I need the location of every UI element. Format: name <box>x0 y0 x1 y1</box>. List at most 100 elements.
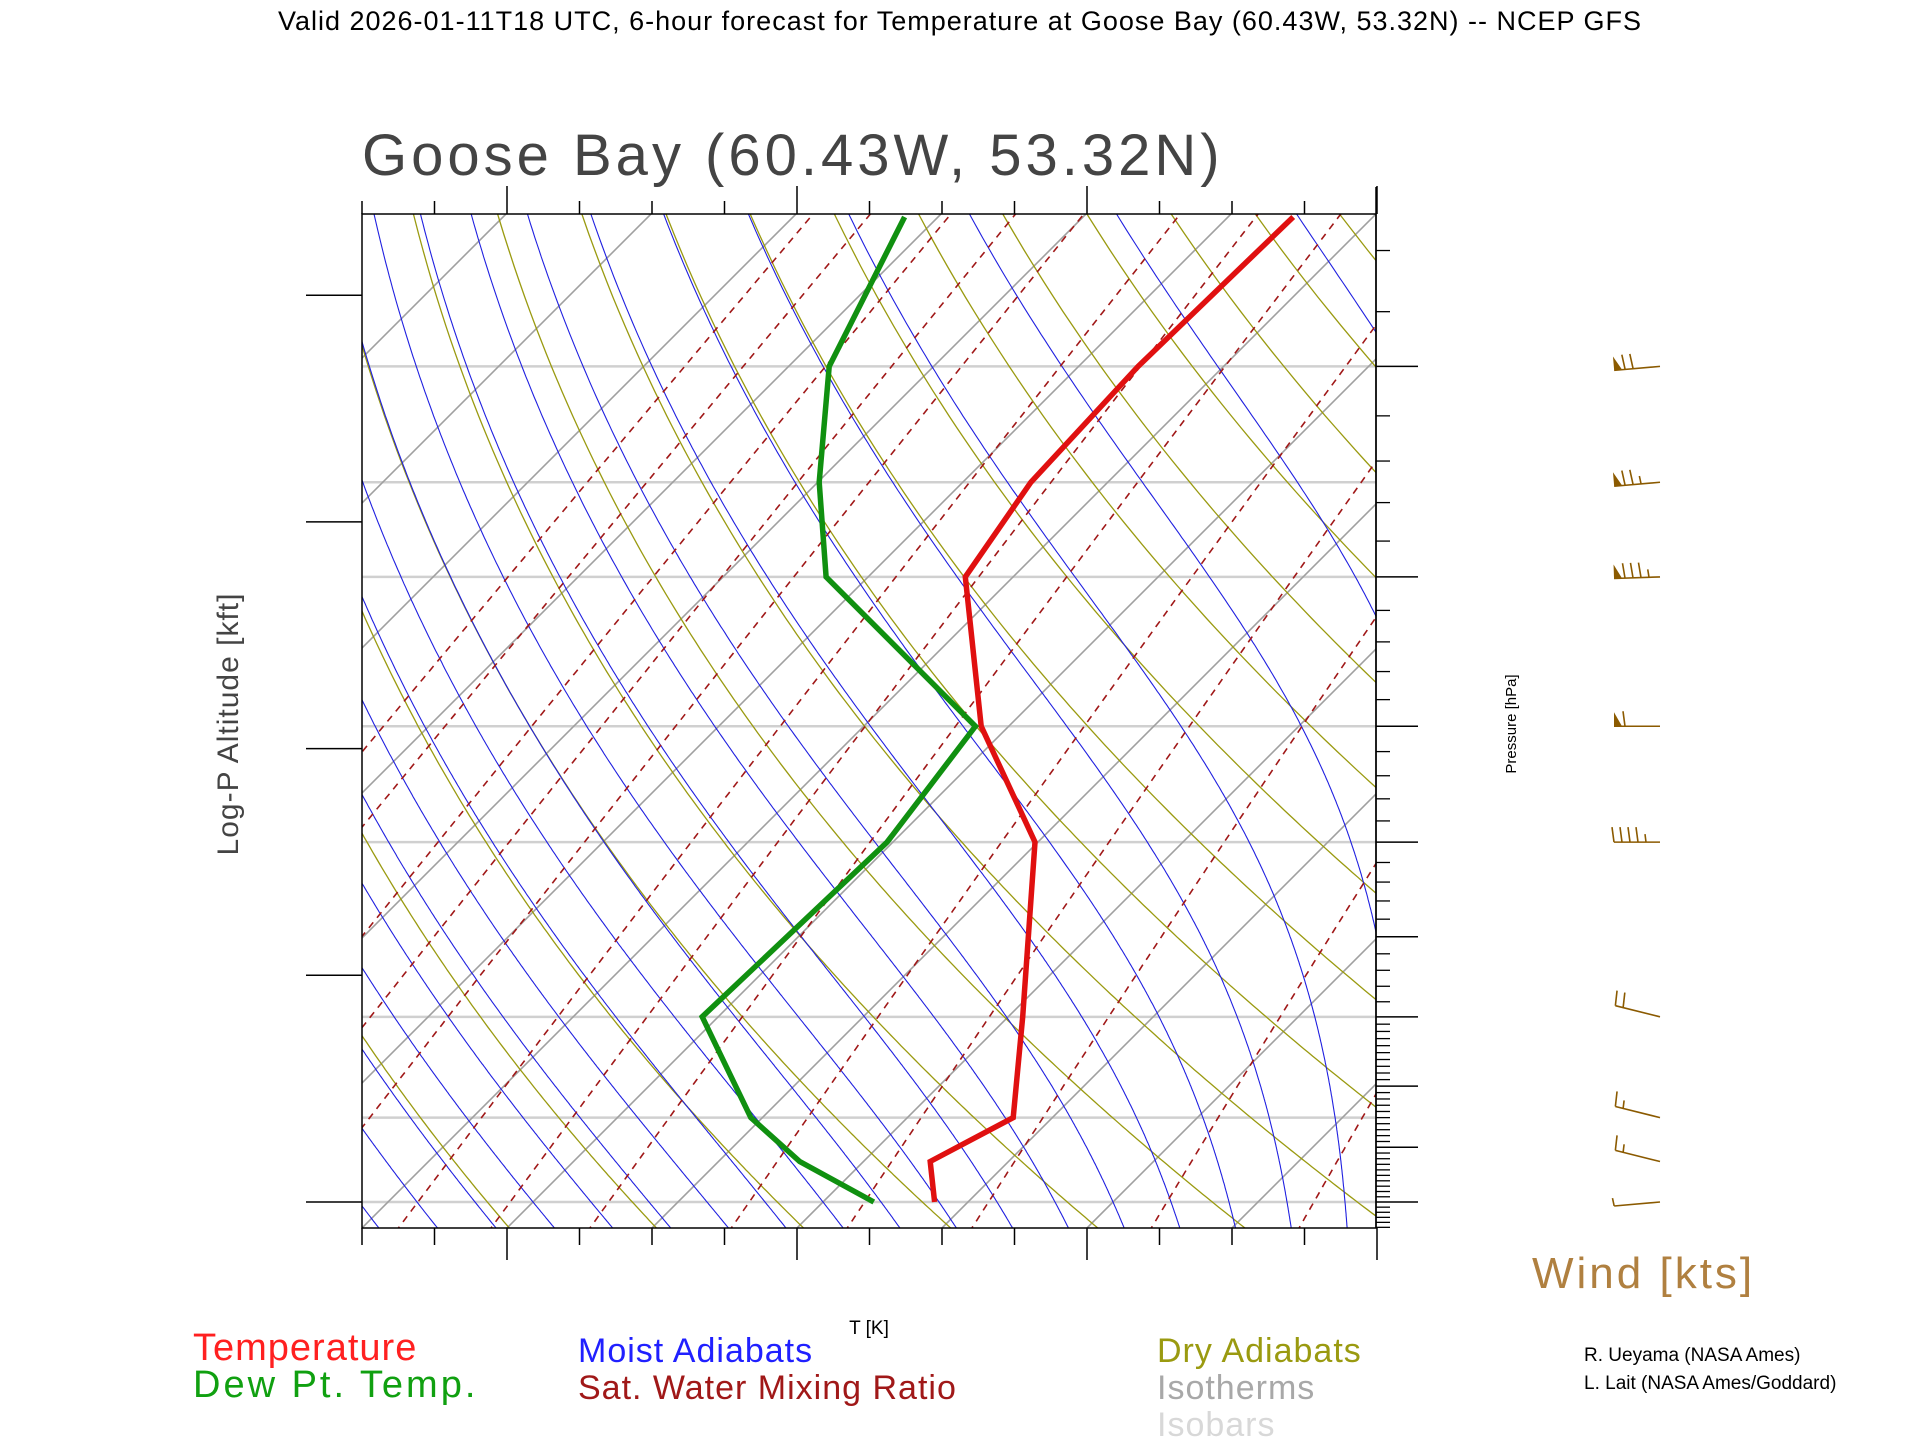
mixing-ratio-line <box>362 214 952 938</box>
wind-barb-full <box>1629 562 1634 578</box>
dry-adiabat-line <box>749 214 1376 1001</box>
wind-barb-full <box>1629 469 1634 485</box>
wind-barb <box>1611 827 1660 843</box>
isotherm-line <box>1377 214 1920 1228</box>
wind-pennant <box>1613 564 1623 579</box>
left-axis-label: Log-P Altitude [kft] <box>212 593 245 856</box>
isotherm-line <box>796 647 1376 1228</box>
wind-barb-half <box>1611 1197 1615 1207</box>
wind-pennant <box>1614 712 1622 727</box>
x-axis-label: T [K] <box>849 1318 889 1339</box>
legend-isotherms: Isotherms <box>1157 1369 1315 1407</box>
dry-adiabat-line <box>1830 199 1920 1232</box>
right-axis-label: Pressure [hPa] <box>1503 674 1520 773</box>
moist-adiabat-line <box>590 214 1181 1228</box>
mixing-ratio-line <box>1298 1092 1376 1228</box>
wind-barb <box>1612 469 1661 488</box>
moist-adiabat-line <box>362 793 672 1228</box>
moist-adiabat-line <box>526 214 1125 1228</box>
moist-adiabat-line <box>362 1048 497 1228</box>
wind-barb <box>1613 562 1661 580</box>
moist-adiabat-line <box>362 339 901 1228</box>
wind-barb-full <box>1621 354 1626 370</box>
credit-line-1: R. Ueyama (NASA Ames) <box>1584 1345 1800 1366</box>
mixing-ratio-line <box>1150 862 1376 1228</box>
moist-adiabat-line <box>362 966 556 1228</box>
wind-barb-half <box>1622 1100 1625 1109</box>
moist-adiabat-line <box>848 214 1348 1228</box>
isotherm-line <box>0 214 71 1228</box>
wind-barb-full <box>1637 562 1642 578</box>
credit-line-2: L. Lait (NASA Ames/Goddard) <box>1584 1373 1836 1394</box>
moist-adiabat-line <box>362 595 787 1228</box>
dry-adiabat-line <box>1496 199 1920 1232</box>
mixing-ratio-line <box>730 323 1376 1228</box>
wind-label: Wind [kts] <box>1532 1249 1755 1298</box>
wind-barb-shaft <box>1614 365 1661 372</box>
moist-adiabat-line <box>373 214 958 1228</box>
isotherm-line <box>651 502 1376 1228</box>
moist-adiabat-line <box>362 478 844 1228</box>
wind-barb <box>1611 1197 1661 1207</box>
dry-adiabat-line <box>1663 199 1920 1232</box>
wind-barb-half <box>1638 475 1642 485</box>
moist-adiabat-line <box>0 203 324 1233</box>
dry-adiabat-line <box>1002 214 1376 684</box>
legend-mixing-ratio: Sat. Water Mixing Ratio <box>578 1369 957 1407</box>
legend-dry-adiabats: Dry Adiabats <box>1157 1332 1362 1370</box>
dewpoint-profile <box>698 215 980 1205</box>
temperature-profile <box>927 215 1296 1203</box>
dry-adiabat-line <box>1746 199 1920 1232</box>
dry-adiabat-line <box>362 831 658 1228</box>
dry-adiabat-line <box>581 214 1376 1217</box>
legend-dewpoint: Dew Pt. Temp. <box>193 1364 478 1406</box>
wind-barb-full <box>1614 1135 1618 1151</box>
wind-barb <box>1614 990 1661 1018</box>
isotherm-lines <box>0 214 1920 1228</box>
moist-adiabat-line <box>362 882 614 1228</box>
mixing-ratio-line <box>970 615 1376 1228</box>
wind-barb-full <box>1622 711 1626 727</box>
dry-adiabat-line <box>665 214 1376 1109</box>
isotherm-line <box>1086 937 1376 1228</box>
wind-barb-full <box>1619 827 1623 843</box>
moist-adiabat-line <box>419 214 1014 1228</box>
wind-barb-full <box>1635 827 1639 843</box>
wind-barb-half <box>1622 1144 1625 1153</box>
mixing-ratio-line <box>397 214 1182 1228</box>
dry-adiabat-line <box>362 1226 364 1228</box>
legend-temperature: Temperature <box>193 1327 417 1369</box>
isotherm-line <box>1522 214 1920 1228</box>
isotherm-line <box>506 357 1376 1228</box>
wind-barb-full <box>1622 992 1626 1008</box>
mixing-ratio-line <box>490 214 1260 1228</box>
legend-moist-adiabats: Moist Adiabats <box>578 1332 813 1370</box>
dry-adiabat-line <box>496 214 1246 1228</box>
dry-adiabat-line <box>362 609 805 1228</box>
dry-adiabat-line <box>1086 214 1376 579</box>
moist-adiabat-line <box>1115 214 1376 618</box>
isotherm-line <box>362 214 797 650</box>
dry-adiabat-line <box>0 199 218 1232</box>
wind-barb-shaft <box>1615 1004 1661 1018</box>
moist-adiabat-line <box>470 214 1070 1228</box>
mixing-ratio-line <box>362 214 1085 1129</box>
moist-adiabat-line <box>747 214 1292 1228</box>
dry-adiabat-line <box>833 214 1376 895</box>
wind-barb-full <box>1629 353 1634 369</box>
isotherm-line <box>362 214 1232 1085</box>
dry-adiabat-line <box>1170 214 1376 474</box>
moist-adiabat-line <box>663 214 1237 1228</box>
wind-barb-full <box>1627 827 1631 843</box>
wind-barb <box>1614 1091 1661 1119</box>
isotherm-line <box>1667 214 1920 1228</box>
wind-barb-shaft <box>1615 1105 1661 1119</box>
wind-barb-full <box>1614 990 1618 1006</box>
mixing-ratio-lines <box>362 214 1376 1228</box>
wind-barb-shaft <box>1614 1201 1661 1207</box>
legend: Temperature Dew Pt. Temp. Moist Adiabats… <box>193 1327 1362 1440</box>
wind-barb-full <box>1621 563 1626 579</box>
dry-adiabat-line <box>1412 199 1920 1232</box>
wind-barb <box>1614 711 1660 728</box>
